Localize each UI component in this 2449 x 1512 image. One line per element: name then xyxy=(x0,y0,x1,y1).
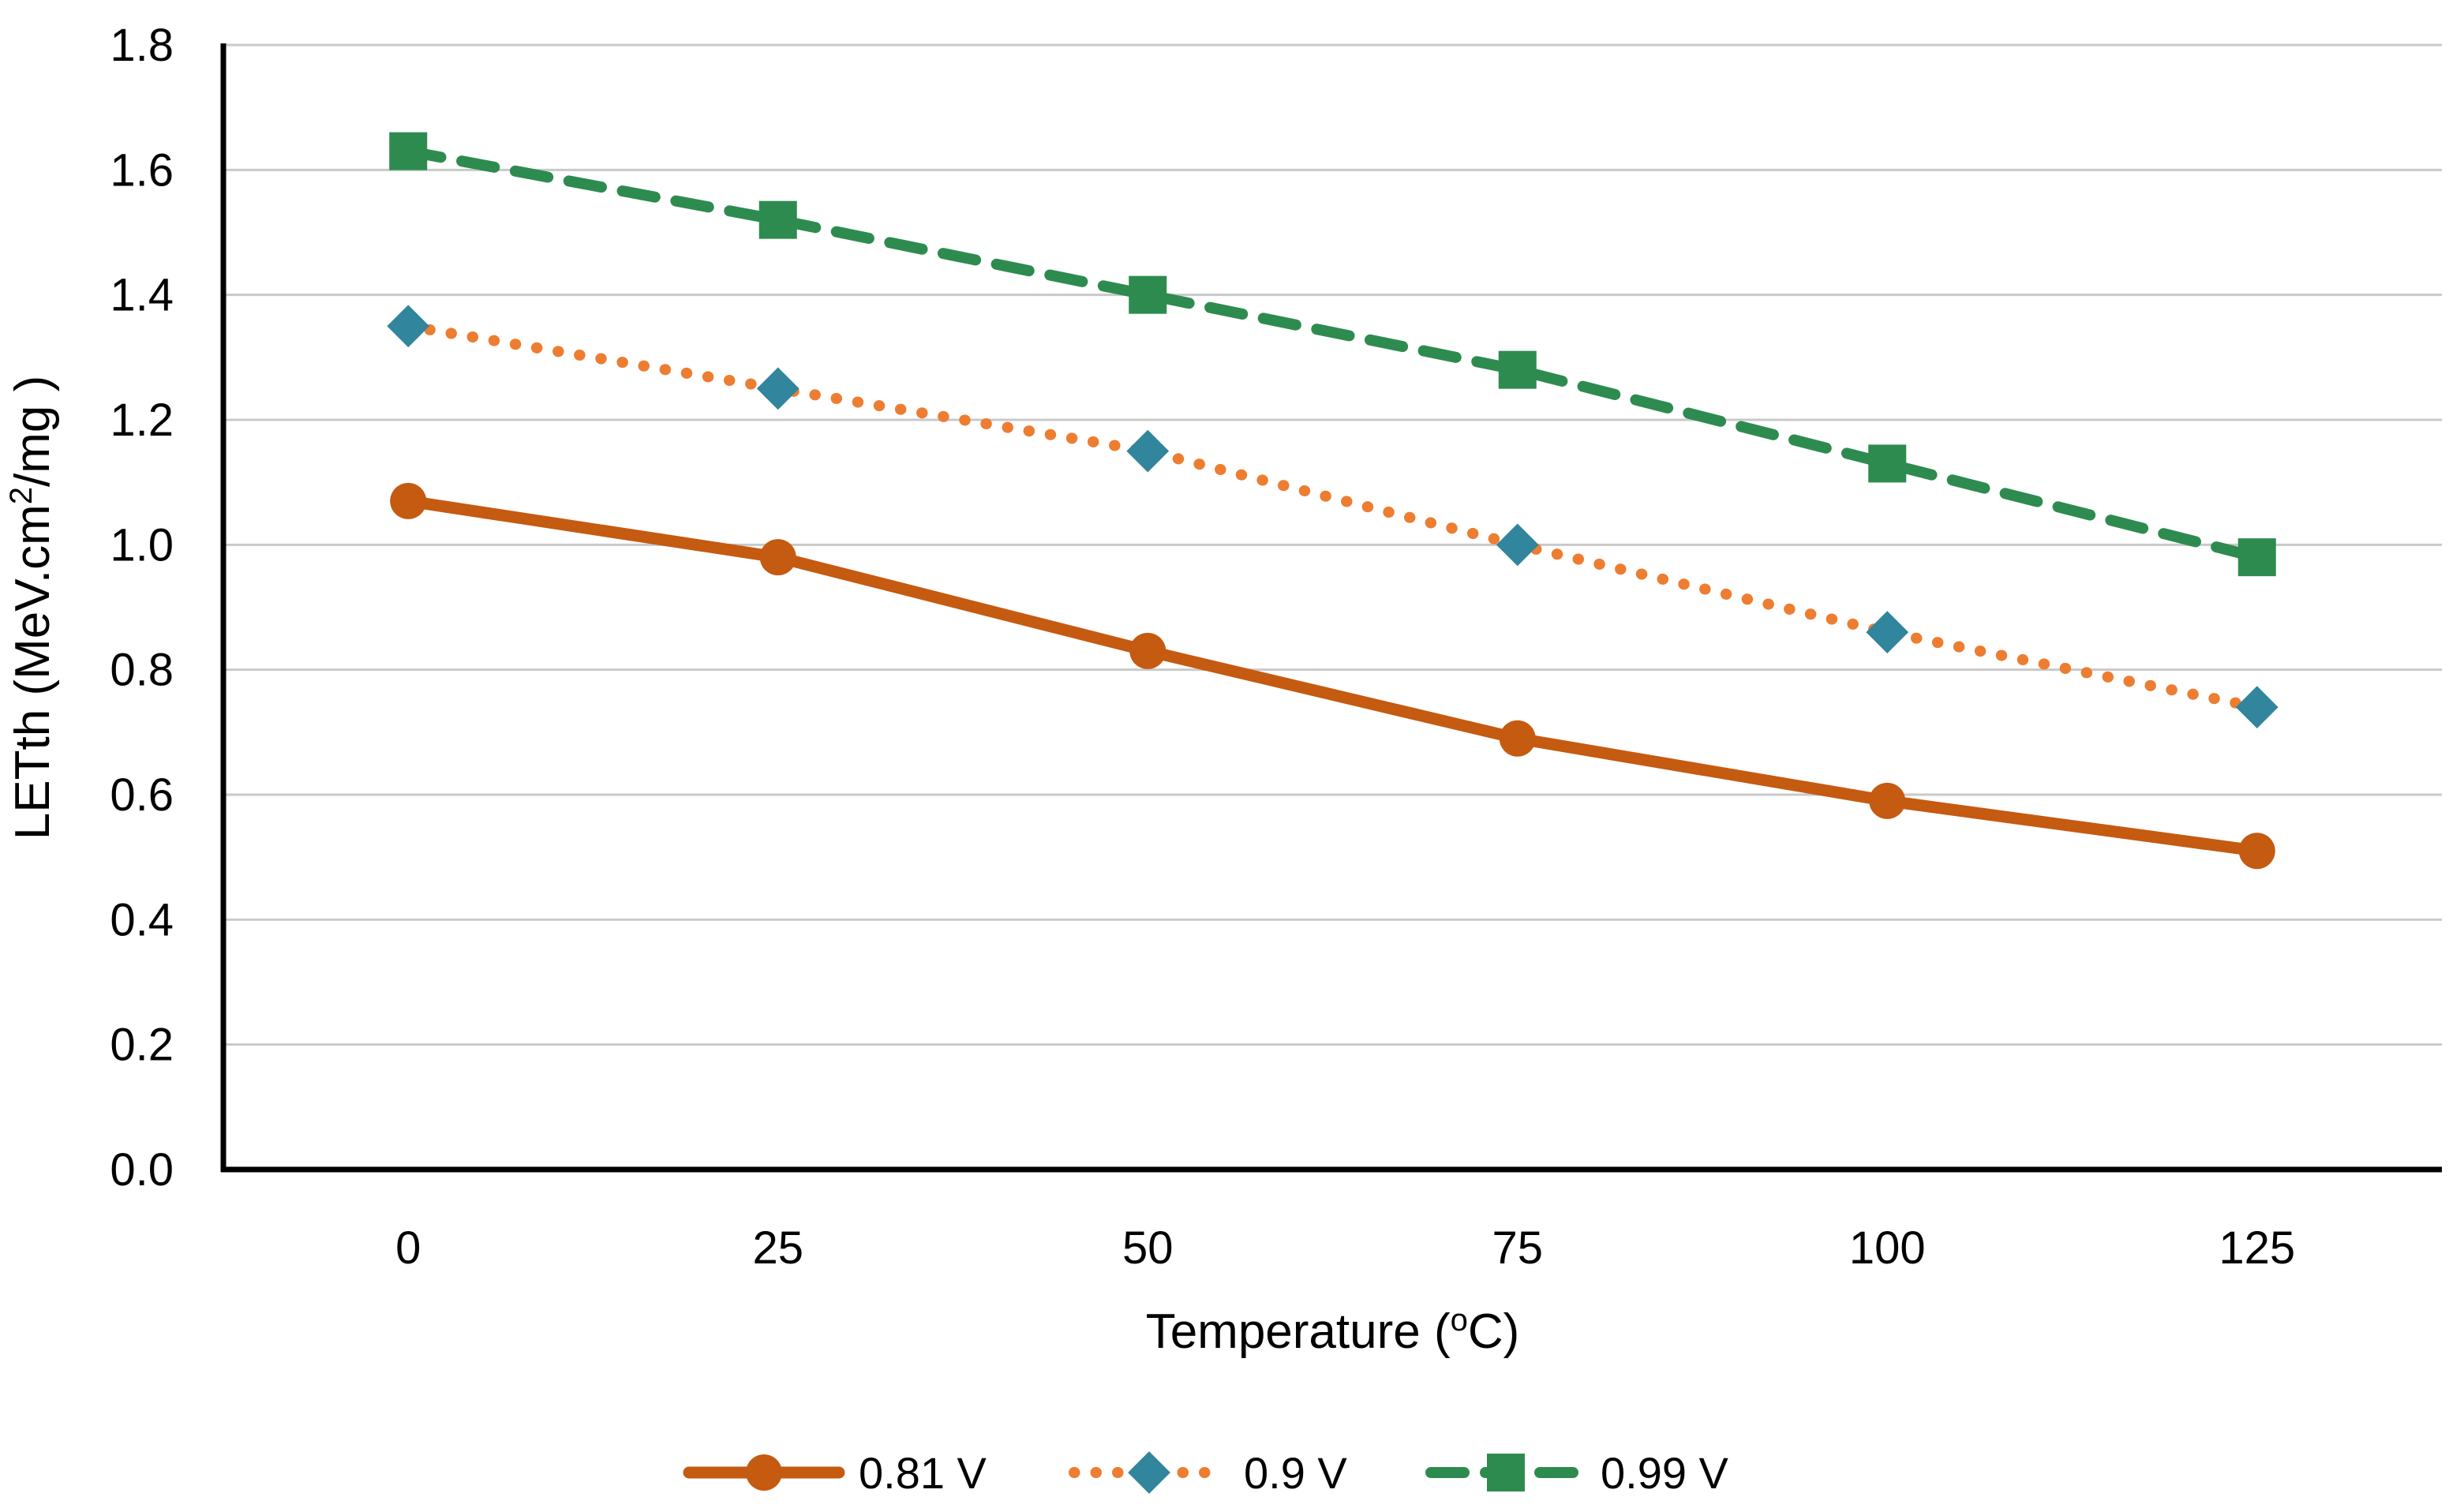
marker-square xyxy=(1129,275,1167,314)
y-tick-label: 1.8 xyxy=(110,20,174,71)
legend-marker-circle xyxy=(746,1454,782,1491)
series-0-99-v xyxy=(389,132,2276,577)
legend-label: 0.9 V xyxy=(1244,1448,1347,1498)
x-tick-label: 50 xyxy=(1122,1222,1174,1274)
series-line-0 xyxy=(402,495,2264,857)
y-axis-title: LETth (MeV.cm2/mg ) xyxy=(4,376,60,840)
marker-circle xyxy=(1499,720,1536,757)
marker-circle xyxy=(2238,833,2275,870)
plot-area xyxy=(223,45,2442,1170)
y-tick-labels: 0.0 0.2 0.4 0.6 0.8 1.0 1.2 1.4 1.6 1.8 xyxy=(110,20,174,1196)
y-tick-label: 1.2 xyxy=(110,395,174,446)
gridlines-group xyxy=(223,43,2442,1046)
y-tick-label: 0.2 xyxy=(110,1020,174,1071)
legend-label: 0.99 V xyxy=(1601,1448,1729,1498)
marker-square xyxy=(1498,350,1537,389)
y-tick-label: 0.6 xyxy=(110,769,174,821)
x-tick-label: 125 xyxy=(2219,1222,2295,1274)
marker-circle xyxy=(1869,782,1906,819)
legend-item: 0.81 V xyxy=(683,1448,987,1498)
series-0-81-v xyxy=(390,482,2275,870)
x-tick-label: 25 xyxy=(752,1222,803,1274)
legend-marker-square xyxy=(1487,1454,1525,1491)
y-tick-label: 1.6 xyxy=(110,144,174,196)
marker-square xyxy=(1868,444,1907,483)
marker-circle xyxy=(1129,632,1166,669)
y-tick-label: 0.4 xyxy=(110,894,174,945)
y-tick-label: 0.0 xyxy=(110,1144,174,1196)
marker-circle xyxy=(759,539,796,576)
y-tick-label: 0.8 xyxy=(110,645,174,696)
legend-label: 0.81 V xyxy=(859,1448,987,1498)
x-tick-label: 75 xyxy=(1492,1222,1543,1274)
marker-square xyxy=(758,200,797,239)
legend-item: 0.9 V xyxy=(1069,1448,1347,1498)
marker-circle xyxy=(390,482,427,519)
y-tick-label: 1.4 xyxy=(110,270,174,321)
x-tick-label: 0 xyxy=(395,1222,421,1274)
legend: 0.81 V 0.9 V 0.99 V xyxy=(683,1448,1729,1498)
x-tick-label: 100 xyxy=(1849,1222,1926,1274)
marker-square xyxy=(2237,538,2276,577)
x-tick-labels: 0 25 50 75 100 125 xyxy=(395,1222,2295,1274)
legend-item: 0.99 V xyxy=(1425,1448,1729,1498)
legend-marker-diamond xyxy=(1128,1451,1170,1494)
series-line-2 xyxy=(403,145,2263,563)
marker-square xyxy=(389,132,428,170)
y-tick-label: 1.0 xyxy=(110,519,174,571)
x-axis-title: Temperature (oC) xyxy=(1146,1303,1520,1359)
